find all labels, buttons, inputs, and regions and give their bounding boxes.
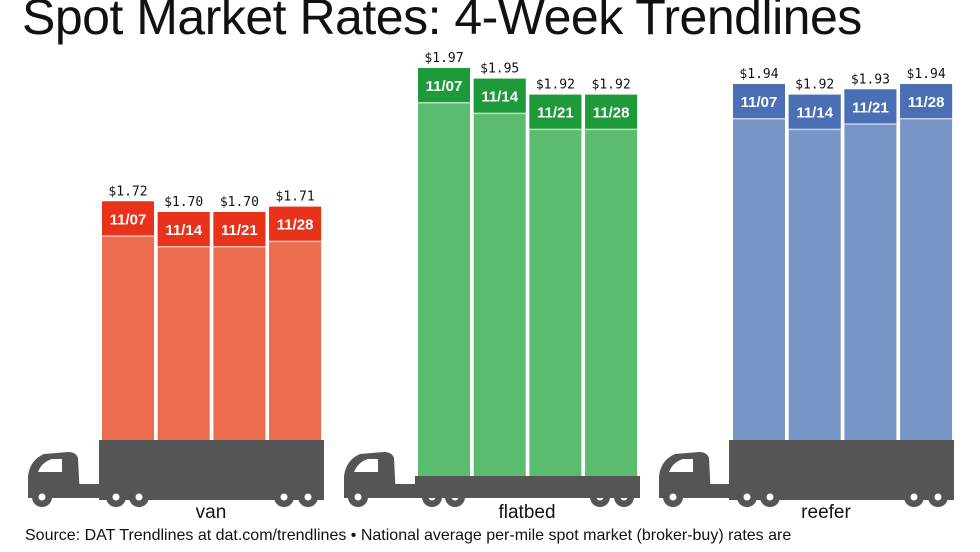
bar-date-label: 11/07 bbox=[741, 94, 778, 111]
bar-cap-van-0 bbox=[102, 201, 154, 236]
category-label-van: van bbox=[196, 502, 227, 523]
bar-cap-divider-van-0 bbox=[102, 235, 154, 237]
bar-van-1 bbox=[157, 212, 210, 440]
truck-cab-body bbox=[659, 452, 711, 498]
bar-date-label: 11/14 bbox=[165, 222, 202, 239]
bar-cap-van-2 bbox=[213, 212, 266, 246]
truck-chassis bbox=[74, 484, 103, 498]
bar-cap-divider-van-3 bbox=[269, 240, 322, 243]
bar-reefer-2 bbox=[844, 89, 897, 440]
bar-cap-divider-flatbed-3 bbox=[585, 128, 638, 131]
truck-wheel-hub bbox=[112, 493, 120, 501]
bar-cap-divider-flatbed-2 bbox=[529, 128, 582, 131]
truck-wheel-hub bbox=[934, 493, 942, 501]
bar-date-label: 11/28 bbox=[277, 217, 314, 234]
truck-cab-body bbox=[28, 452, 80, 498]
bar-cap-divider-reefer-1 bbox=[788, 128, 841, 131]
truck-wheel-hub bbox=[38, 493, 46, 501]
bar-cap-van-3 bbox=[269, 206, 322, 241]
bar-cap-divider-van-1 bbox=[157, 246, 210, 248]
bar-value-label: $1.70 bbox=[164, 195, 203, 210]
bar-cap-flatbed-0 bbox=[418, 68, 470, 102]
bar-value-label: $1.94 bbox=[739, 67, 778, 82]
truck-wheel-hub bbox=[304, 493, 312, 501]
truck-wheel-hub bbox=[743, 493, 751, 501]
bar-value-label: $1.93 bbox=[851, 72, 890, 87]
category-label-reefer: reefer bbox=[801, 502, 851, 523]
category-label-flatbed: flatbed bbox=[498, 502, 555, 523]
truck-wheel-hub bbox=[280, 493, 288, 501]
truck-cab-window bbox=[354, 459, 378, 472]
bar-cap-divider-flatbed-1 bbox=[473, 112, 526, 115]
bar-value-label: $1.72 bbox=[108, 184, 147, 199]
bar-cap-flatbed-2 bbox=[529, 94, 582, 129]
bar-cap-reefer-3 bbox=[900, 84, 953, 118]
bar-flatbed-0 bbox=[418, 68, 470, 476]
page-title: Spot Market Rates: 4-Week Trendlines bbox=[22, 0, 862, 45]
bar-value-label: $1.94 bbox=[907, 67, 946, 82]
bar-value-label: $1.92 bbox=[536, 78, 575, 93]
truck-cab-body bbox=[344, 452, 396, 498]
bar-date-label: 11/07 bbox=[426, 78, 463, 95]
bar-cap-van-1 bbox=[157, 212, 210, 246]
bar-cap-divider-reefer-3 bbox=[900, 118, 953, 120]
bar-cap-divider-van-2 bbox=[213, 246, 266, 248]
bar-date-label: 11/14 bbox=[796, 105, 833, 122]
bar-cap-reefer-0 bbox=[733, 84, 785, 118]
bar-cap-divider-reefer-0 bbox=[733, 118, 785, 120]
flatbed-chassis bbox=[390, 484, 640, 498]
truck-cab-window bbox=[669, 459, 693, 472]
bar-value-label: $1.95 bbox=[480, 62, 519, 77]
truck-wheel-hub bbox=[354, 493, 362, 501]
bar-cap-reefer-1 bbox=[788, 94, 841, 129]
truck-wheel-hub bbox=[910, 493, 918, 501]
bar-flatbed-2 bbox=[529, 94, 582, 477]
bar-cap-reefer-2 bbox=[844, 89, 897, 124]
chart-group-van: 11/07 $1.72 11/14 $1.70 11/21 $1.70 11/28 $1.71… bbox=[28, 184, 324, 523]
bar-value-label: $1.71 bbox=[276, 190, 315, 205]
bar-cap-flatbed-1 bbox=[473, 78, 526, 113]
bar-reefer-0 bbox=[733, 84, 785, 440]
bar-value-label: $1.92 bbox=[795, 78, 834, 93]
bar-van-3 bbox=[269, 206, 322, 440]
bar-date-label: 11/14 bbox=[481, 89, 518, 106]
bar-date-label: 11/28 bbox=[908, 94, 945, 111]
bar-reefer-1 bbox=[788, 94, 841, 441]
bar-cap-flatbed-3 bbox=[585, 94, 638, 129]
truck-wheel-hub bbox=[669, 493, 677, 501]
bar-value-label: $1.92 bbox=[592, 78, 631, 93]
bar-date-label: 11/28 bbox=[593, 105, 630, 122]
bar-flatbed-1 bbox=[473, 78, 526, 477]
truck-icon bbox=[28, 452, 103, 498]
bar-cap-divider-reefer-2 bbox=[844, 123, 897, 125]
bar-reefer-3 bbox=[900, 84, 953, 440]
bar-date-label: 11/07 bbox=[110, 211, 147, 228]
bar-cap-divider-flatbed-0 bbox=[418, 102, 470, 104]
chart-group-flatbed: 11/07 $1.97 11/14 $1.95 11/21 $1.92 11/28 $1.92… bbox=[344, 51, 640, 523]
bar-van-0 bbox=[102, 201, 154, 440]
bar-van-2 bbox=[213, 212, 266, 440]
truck-wheel-hub bbox=[135, 493, 143, 501]
truck-icon bbox=[659, 452, 733, 498]
source-note: Source: DAT Trendlines at dat.com/trendl… bbox=[25, 527, 792, 544]
truck-chassis bbox=[705, 484, 733, 498]
bar-date-label: 11/21 bbox=[537, 105, 574, 122]
bar-flatbed-3 bbox=[585, 94, 638, 477]
bar-value-label: $1.70 bbox=[220, 195, 259, 210]
bar-date-label: 11/21 bbox=[852, 99, 889, 116]
truck-cab-window bbox=[38, 459, 62, 472]
chart-group-reefer: 11/07 $1.94 11/14 $1.92 11/21 $1.93 11/28 $1.94… bbox=[659, 67, 954, 523]
truck-wheel-hub bbox=[766, 493, 774, 501]
bar-date-label: 11/21 bbox=[221, 222, 258, 239]
bar-value-label: $1.97 bbox=[424, 51, 463, 66]
